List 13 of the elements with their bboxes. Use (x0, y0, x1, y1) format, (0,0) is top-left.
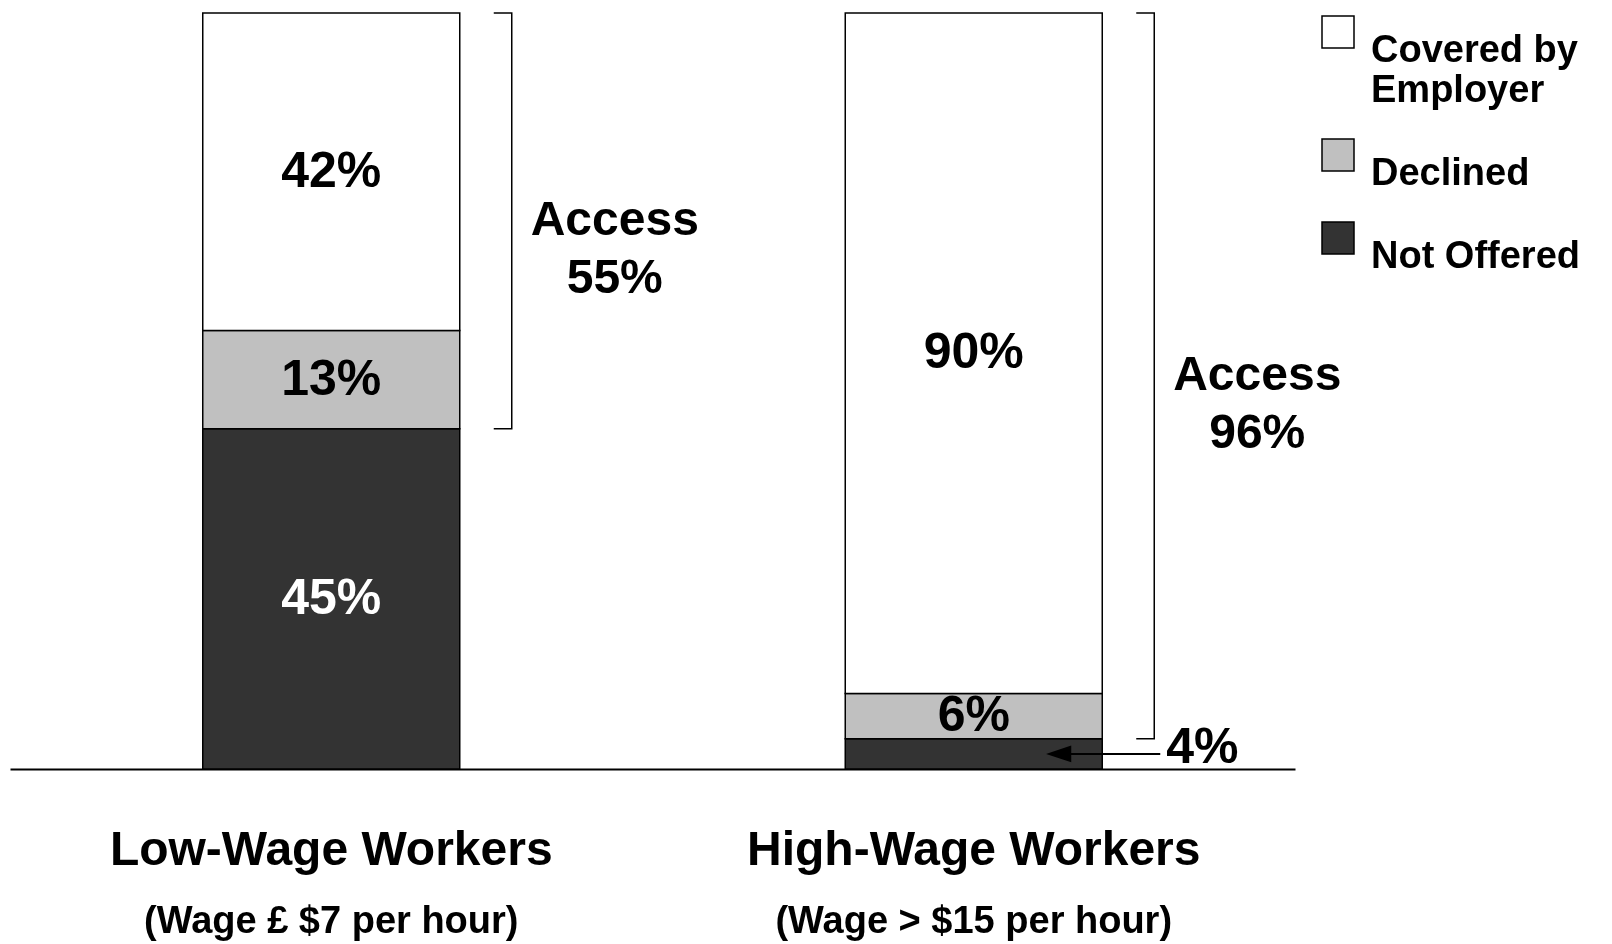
data-label: 42% (281, 141, 382, 198)
legend-label: Declined (1371, 151, 1530, 193)
legend-label: Not Offered (1371, 234, 1580, 276)
data-label: 90% (923, 323, 1024, 380)
category-label: Low-Wage Workers (Wage £ $7 per hour) (109, 822, 553, 941)
data-label: 13% (281, 349, 382, 406)
category-label: High-Wage Workers (Wage > $15 per hour) (747, 822, 1201, 941)
annotation: Access 55% (530, 191, 699, 303)
data-label: 4% (1166, 717, 1239, 774)
data-label: 45% (281, 568, 382, 625)
data-label: 6% (937, 686, 1010, 743)
annotation: Access 96% (1173, 346, 1342, 458)
legend-label: Covered by Employer (1371, 28, 1578, 110)
